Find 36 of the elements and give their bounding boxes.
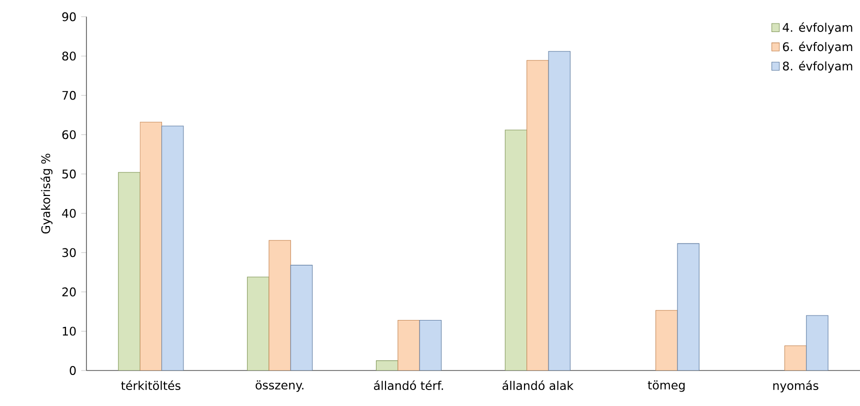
x-tick-label: összeny. [256,380,304,392]
bar [398,320,420,371]
bar [140,122,162,371]
bar [677,243,700,371]
legend-label: 6. évfolyam [782,42,852,54]
y-tick-label: 20 [62,287,76,296]
y-tick-label: 0 [70,366,76,375]
y-tick-label: 10 [62,326,76,336]
y-axis-title: Gyakoriság % [40,154,52,234]
bar [526,60,549,371]
bar [118,172,140,371]
bar [376,360,398,371]
x-tick-label: tömeg [648,380,685,392]
y-tick-label: 70 [62,90,76,100]
bar [504,130,528,371]
x-tick-label: nyomás [773,380,818,392]
legend-label: 4. évfolyam [782,22,852,34]
x-tick-label: állandó térf. [374,380,443,390]
bar [161,126,184,371]
x-tick-label: állandó alak [502,380,574,390]
y-tick-label: 80 [62,52,76,61]
y-tick-label: 40 [62,208,76,218]
bar [419,320,442,371]
bar [290,264,313,371]
bar [548,51,570,371]
y-tick-label: 90 [62,12,76,22]
legend-label: 8. évfolyam [782,60,852,73]
y-tick-label: 30 [62,248,76,258]
x-tick-label: térkitöltés [121,380,180,390]
bar [784,346,807,371]
y-tick-label: 60 [62,130,76,140]
bar [268,240,291,371]
bar [806,315,828,371]
bar [247,276,270,371]
bar [656,310,678,371]
y-tick-label: 50 [62,170,76,178]
